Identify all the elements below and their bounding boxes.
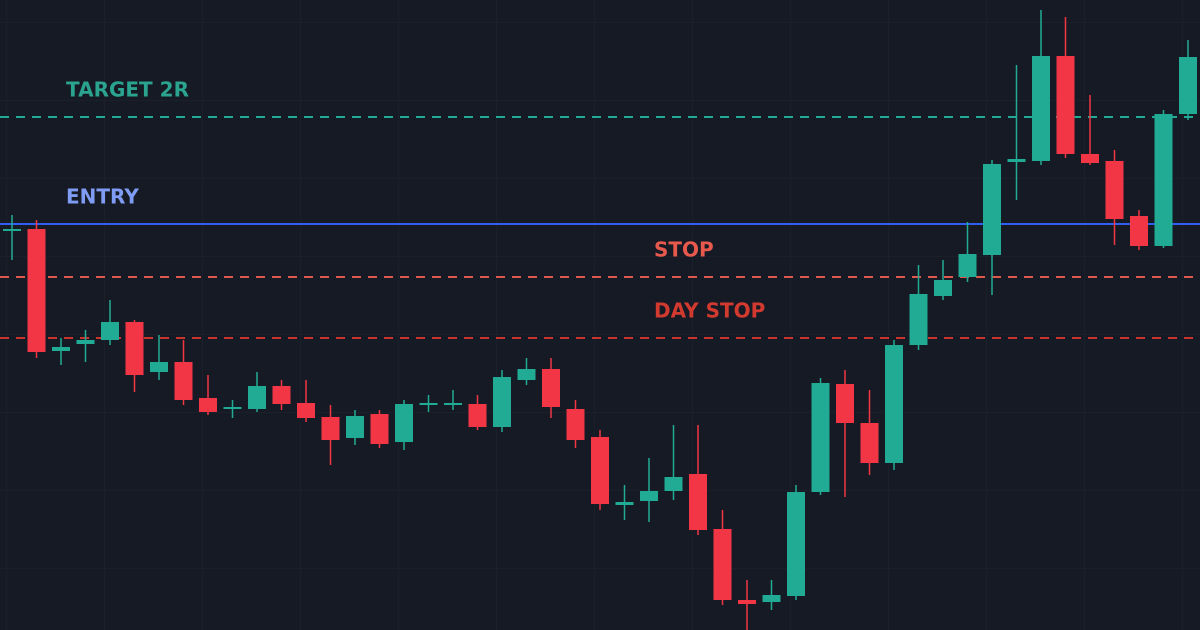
level-label: ENTRY <box>66 185 139 209</box>
candle-body <box>909 294 928 345</box>
candle-body <box>885 345 903 463</box>
candle-body <box>787 492 805 596</box>
candle-body <box>1154 114 1173 246</box>
candle-body <box>444 403 462 405</box>
candle-body <box>223 407 242 409</box>
candle-body <box>542 369 560 407</box>
candle-body <box>370 414 389 444</box>
candle-body <box>76 340 95 344</box>
candle-body <box>738 600 756 604</box>
level-labels: TARGET 2R ENTRY STOP DAY STOP <box>66 78 765 323</box>
candle-body <box>101 322 119 340</box>
candle-body <box>1032 56 1050 161</box>
candle-body <box>468 404 487 427</box>
candle-body <box>664 477 683 491</box>
candle-body <box>27 229 46 352</box>
candle-body <box>762 595 781 602</box>
candle-body <box>346 416 364 438</box>
candle-body <box>174 362 193 400</box>
candle-body <box>811 383 830 492</box>
candle-body <box>272 386 291 404</box>
candle-body <box>860 423 879 463</box>
candle-body <box>3 229 21 231</box>
candle-body <box>125 322 144 375</box>
candle-body <box>983 164 1001 255</box>
candle-body <box>1105 161 1124 219</box>
candle-body <box>566 409 585 440</box>
candle-body <box>836 384 854 423</box>
candle-body <box>958 254 977 277</box>
candles <box>3 10 1197 630</box>
candle-body <box>640 491 658 501</box>
candle-body <box>150 362 168 372</box>
candle-body <box>248 386 266 409</box>
candle-body <box>934 280 952 296</box>
level-label: STOP <box>654 238 714 262</box>
candle-body <box>713 529 732 600</box>
level-label: DAY STOP <box>654 299 765 323</box>
candle-body <box>419 403 438 405</box>
level-label: TARGET 2R <box>66 78 189 102</box>
candle-body <box>52 347 70 351</box>
candle-body <box>591 437 609 504</box>
candle-body <box>1130 216 1148 246</box>
candle-body <box>517 369 536 380</box>
candle-body <box>689 474 707 530</box>
candle-body <box>1056 56 1075 154</box>
candle-body <box>1081 154 1099 163</box>
candle-body <box>1179 57 1197 114</box>
candle-body <box>395 404 413 442</box>
candle-body <box>321 417 340 440</box>
candle-body <box>1007 159 1026 162</box>
candle-body <box>615 502 634 505</box>
candle-body <box>297 403 315 418</box>
candle-body <box>493 377 511 427</box>
candle-body <box>199 398 217 412</box>
